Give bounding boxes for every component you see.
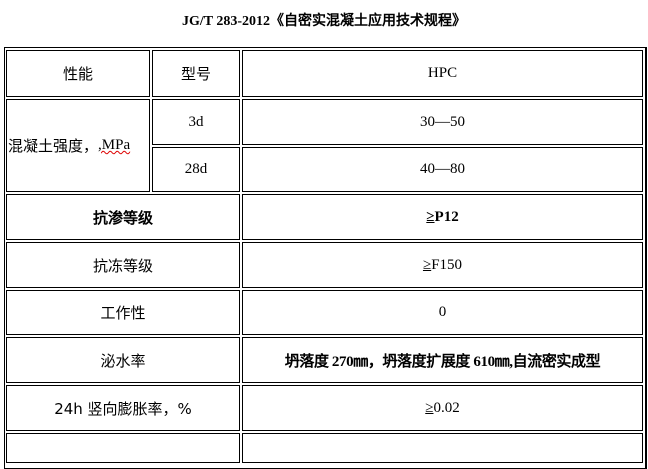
expansion-label: 24h 竖向膨胀率，% <box>6 385 240 431</box>
bleeding-label: 泌水率 <box>6 337 240 383</box>
ge-symbol: ≥ <box>422 256 432 273</box>
frost-value: F150 <box>431 256 463 273</box>
impermeability-value-cell: ≥ P12 <box>242 194 643 240</box>
next-row-label <box>6 433 240 463</box>
workability-label: 工作性 <box>6 290 240 335</box>
header-property: 性能 <box>6 50 150 97</box>
strength-value-3d: 30—50 <box>242 99 643 145</box>
strength-unit: ,MPa <box>98 137 131 153</box>
strength-value-28d: 40—80 <box>242 147 643 192</box>
header-model: 型号 <box>152 50 240 97</box>
impermeability-label: 抗渗等级 <box>6 194 240 240</box>
frost-label: 抗冻等级 <box>6 242 240 288</box>
next-row-value <box>242 433 643 463</box>
bleeding-value: 坍落度 270㎜，坍落度扩展度 610㎜,自流密实成型 <box>242 337 643 383</box>
strength-label: 混凝土强度， <box>8 137 99 155</box>
ge-symbol: ≥ <box>425 399 434 416</box>
strength-label-cell: 混凝土强度， ,MPa <box>6 99 150 192</box>
expansion-value-cell: ≥0.02 <box>242 385 643 431</box>
strength-age-3d: 3d <box>152 99 240 145</box>
frost-value-cell: ≥ F150 <box>242 242 643 288</box>
strength-age-28d: 28d <box>152 147 240 192</box>
document-title: JG/T 283-2012《自密实混凝土应用技术规程》 <box>181 14 467 29</box>
expansion-value: 0.02 <box>433 399 460 416</box>
ge-symbol: ≥ <box>426 208 435 225</box>
impermeability-value: P12 <box>434 208 459 225</box>
workability-value: 0 <box>242 290 643 335</box>
header-type: HPC <box>242 50 643 97</box>
